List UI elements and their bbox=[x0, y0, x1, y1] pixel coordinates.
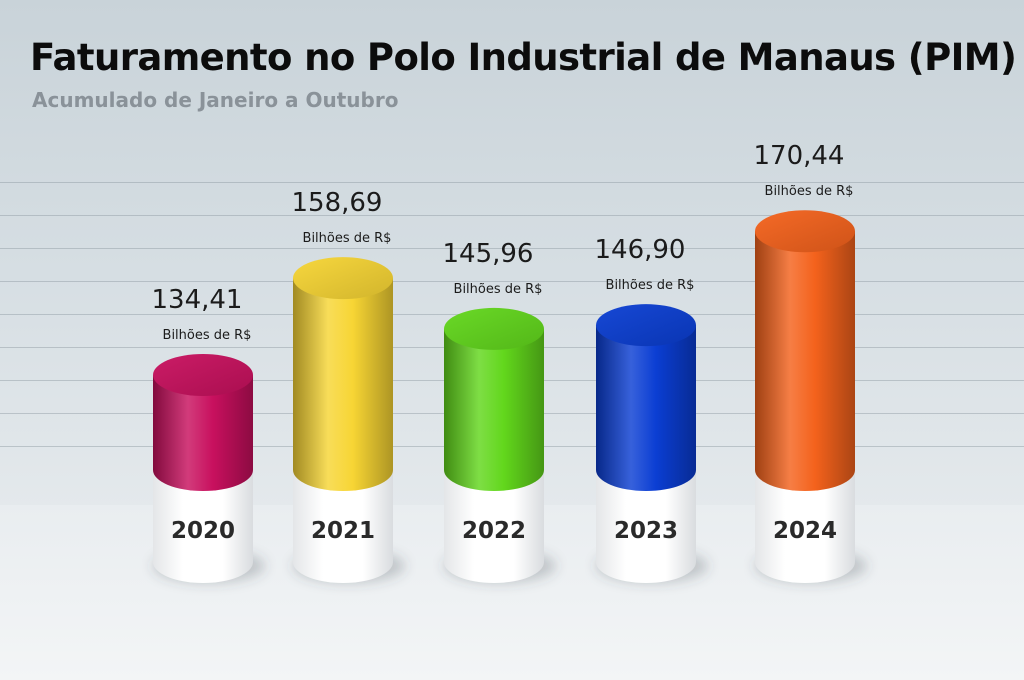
unit-label-2023: Bilhões de R$ bbox=[606, 278, 695, 293]
value-label-2024: 170,44 bbox=[754, 141, 845, 171]
bar-2021: 2021 158,69 Bilhões de R$ bbox=[292, 188, 405, 583]
bar-base bbox=[444, 470, 544, 583]
unit-label-2022: Bilhões de R$ bbox=[454, 282, 543, 297]
bar-body bbox=[153, 375, 253, 491]
chart-title: Faturamento no Polo Industrial de Manaus… bbox=[30, 36, 1017, 79]
value-label-2023: 146,90 bbox=[595, 235, 686, 265]
unit-label-2024: Bilhões de R$ bbox=[765, 184, 854, 199]
bar-body bbox=[444, 328, 544, 491]
unit-label-2021: Bilhões de R$ bbox=[303, 231, 392, 246]
year-label-2024: 2024 bbox=[773, 518, 837, 544]
bar-top bbox=[596, 304, 696, 347]
bar-body bbox=[596, 325, 696, 491]
year-label-2021: 2021 bbox=[311, 518, 375, 544]
bar-body bbox=[293, 278, 393, 491]
bar-top bbox=[444, 307, 544, 350]
bar-base bbox=[293, 470, 393, 583]
year-label-2023: 2023 bbox=[614, 518, 678, 544]
chart-subtitle: Acumulado de Janeiro a Outubro bbox=[32, 88, 399, 112]
bar-top bbox=[293, 257, 393, 300]
unit-label-2020: Bilhões de R$ bbox=[163, 328, 252, 343]
value-label-2022: 145,96 bbox=[443, 239, 534, 269]
bar-top bbox=[755, 210, 855, 253]
bar-top bbox=[153, 354, 253, 396]
bar-2023: 2023 146,90 Bilhões de R$ bbox=[595, 235, 708, 583]
bar-base bbox=[596, 470, 696, 583]
value-label-2021: 158,69 bbox=[292, 188, 383, 218]
bar-base bbox=[755, 470, 855, 583]
year-label-2022: 2022 bbox=[462, 518, 526, 544]
bar-2020: 2020 134,41 Bilhões de R$ bbox=[152, 285, 265, 583]
year-label-2020: 2020 bbox=[171, 518, 235, 544]
bar-body bbox=[755, 231, 855, 491]
value-label-2020: 134,41 bbox=[152, 285, 243, 315]
bar-2024: 2024 170,44 Bilhões de R$ bbox=[754, 141, 867, 583]
bar-2022: 2022 145,96 Bilhões de R$ bbox=[443, 239, 556, 583]
bar-base bbox=[153, 470, 253, 583]
